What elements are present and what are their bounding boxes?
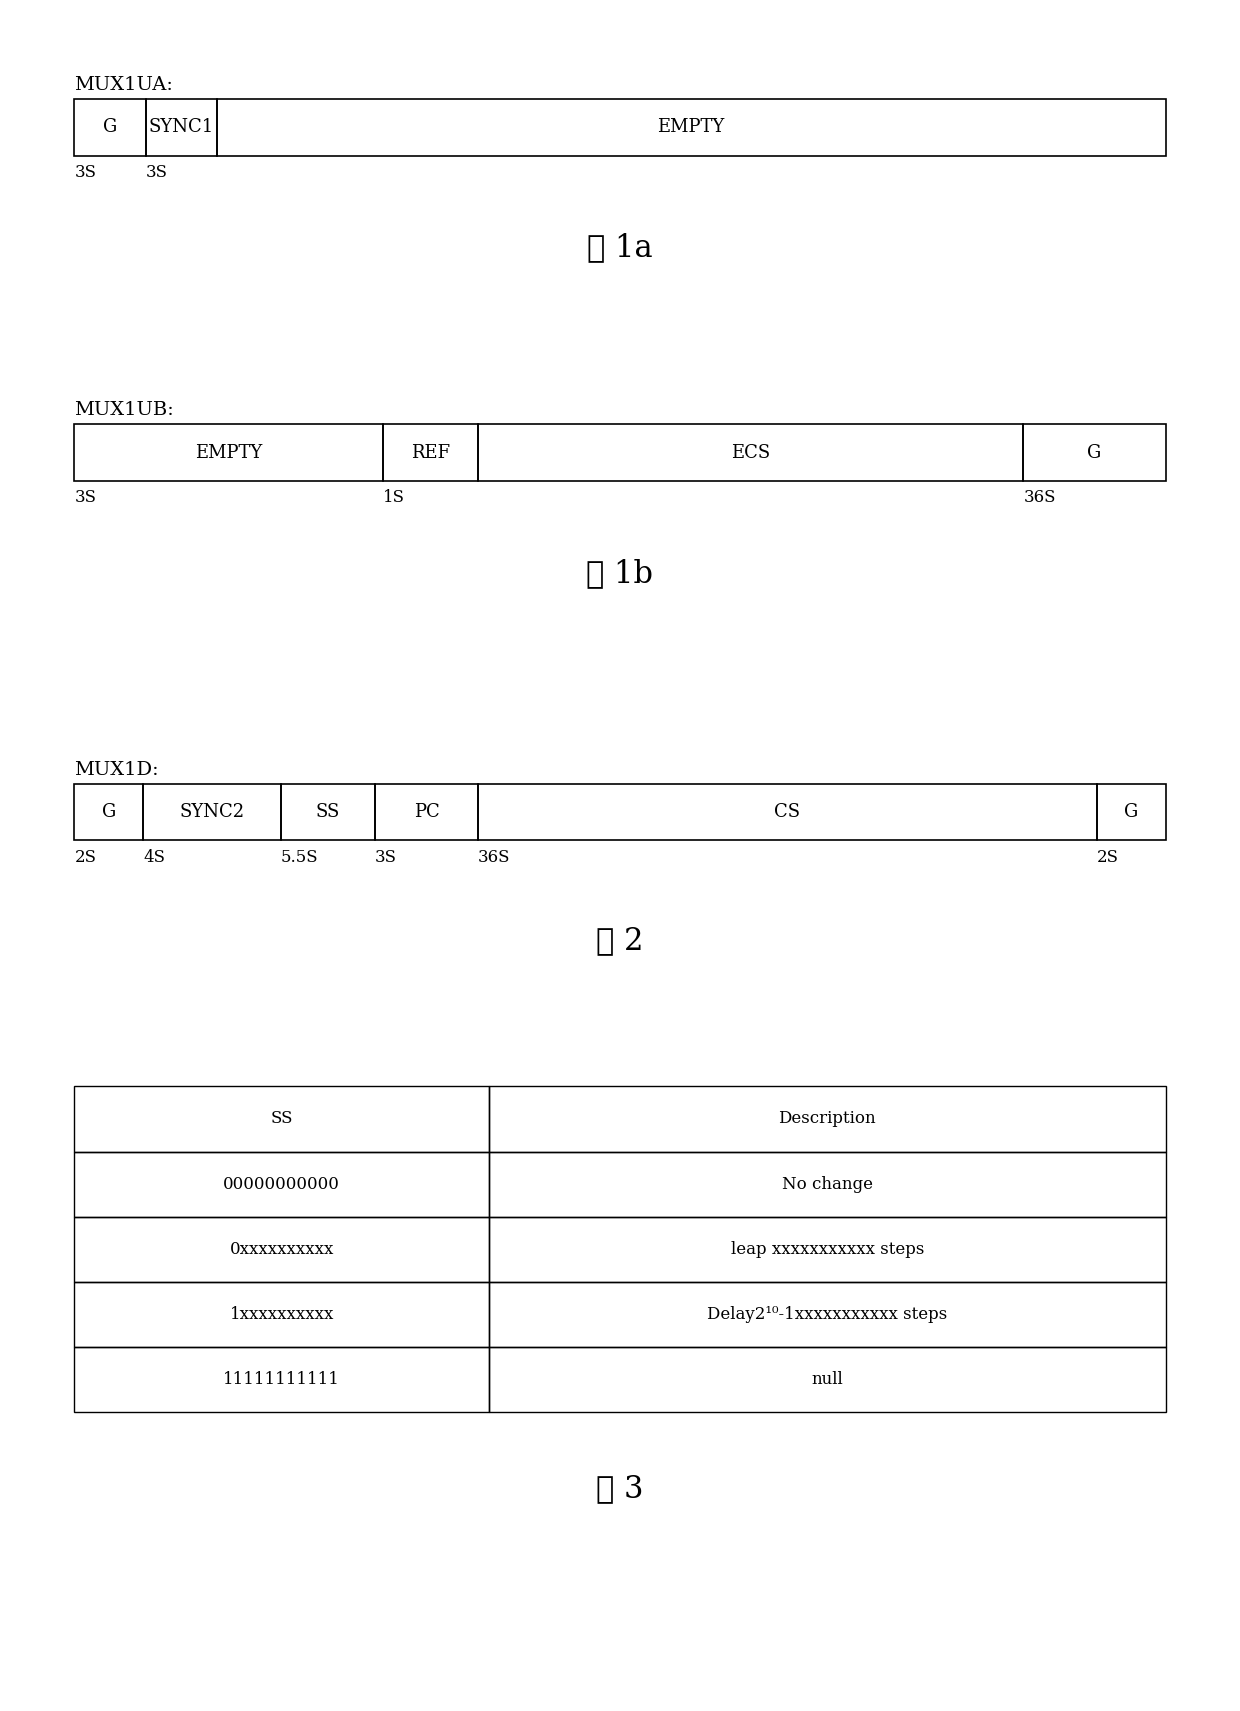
Text: PC: PC [414,802,439,821]
Text: 图 1b: 图 1b [587,558,653,589]
Text: 00000000000: 00000000000 [223,1175,340,1193]
Text: EMPTY: EMPTY [657,118,725,137]
Bar [280,784,376,840]
Text: 图 1a: 图 1a [588,233,652,263]
Bar [74,99,145,156]
Bar [489,1347,1166,1412]
Text: G: G [102,802,115,821]
Bar [1097,784,1166,840]
Bar [489,1086,1166,1152]
Text: 2S: 2S [1097,849,1118,866]
Text: 11111111111: 11111111111 [223,1371,340,1388]
Text: MUX1UB:: MUX1UB: [74,400,174,419]
Bar [217,99,1166,156]
Bar [1023,424,1166,481]
Text: 图 2: 图 2 [596,926,644,956]
Bar [74,1086,489,1152]
Text: EMPTY: EMPTY [195,443,262,462]
Bar [74,784,143,840]
Text: 3S: 3S [74,489,97,506]
Text: G: G [1087,443,1101,462]
Bar [143,784,280,840]
Bar [489,1282,1166,1347]
Text: G: G [103,118,117,137]
Text: 3S: 3S [145,164,167,181]
Text: 4S: 4S [143,849,165,866]
Text: G: G [1125,802,1138,821]
Bar [376,784,479,840]
Text: MUX1D:: MUX1D: [74,760,159,779]
Text: CS: CS [775,802,801,821]
Text: 图 3: 图 3 [596,1473,644,1504]
Bar [477,424,1023,481]
Text: leap xxxxxxxxxxx steps: leap xxxxxxxxxxx steps [730,1240,924,1258]
Text: 36S: 36S [1023,489,1055,506]
Bar [74,1347,489,1412]
Bar [489,1217,1166,1282]
Text: SYNC2: SYNC2 [180,802,244,821]
Text: MUX1UA:: MUX1UA: [74,75,174,94]
Bar [489,1152,1166,1217]
Bar [383,424,477,481]
Text: 2S: 2S [74,849,97,866]
Bar [74,424,383,481]
Text: 1S: 1S [383,489,404,506]
Bar [74,1152,489,1217]
Text: Delay2¹⁰-1xxxxxxxxxxx steps: Delay2¹⁰-1xxxxxxxxxxx steps [707,1305,947,1323]
Bar [74,1282,489,1347]
Bar [145,99,217,156]
Text: null: null [811,1371,843,1388]
Text: No change: No change [782,1175,873,1193]
Text: 5.5S: 5.5S [280,849,319,866]
Text: SS: SS [270,1110,293,1128]
Text: 1xxxxxxxxxx: 1xxxxxxxxxx [229,1305,334,1323]
Text: SYNC1: SYNC1 [149,118,213,137]
Bar [479,784,1097,840]
Text: SS: SS [316,802,340,821]
Text: 36S: 36S [479,849,511,866]
Text: Description: Description [779,1110,877,1128]
Text: 3S: 3S [376,849,397,866]
Text: 3S: 3S [74,164,97,181]
Text: REF: REF [410,443,450,462]
Text: ECS: ECS [730,443,770,462]
Bar [74,1217,489,1282]
Text: 0xxxxxxxxxx: 0xxxxxxxxxx [229,1240,334,1258]
